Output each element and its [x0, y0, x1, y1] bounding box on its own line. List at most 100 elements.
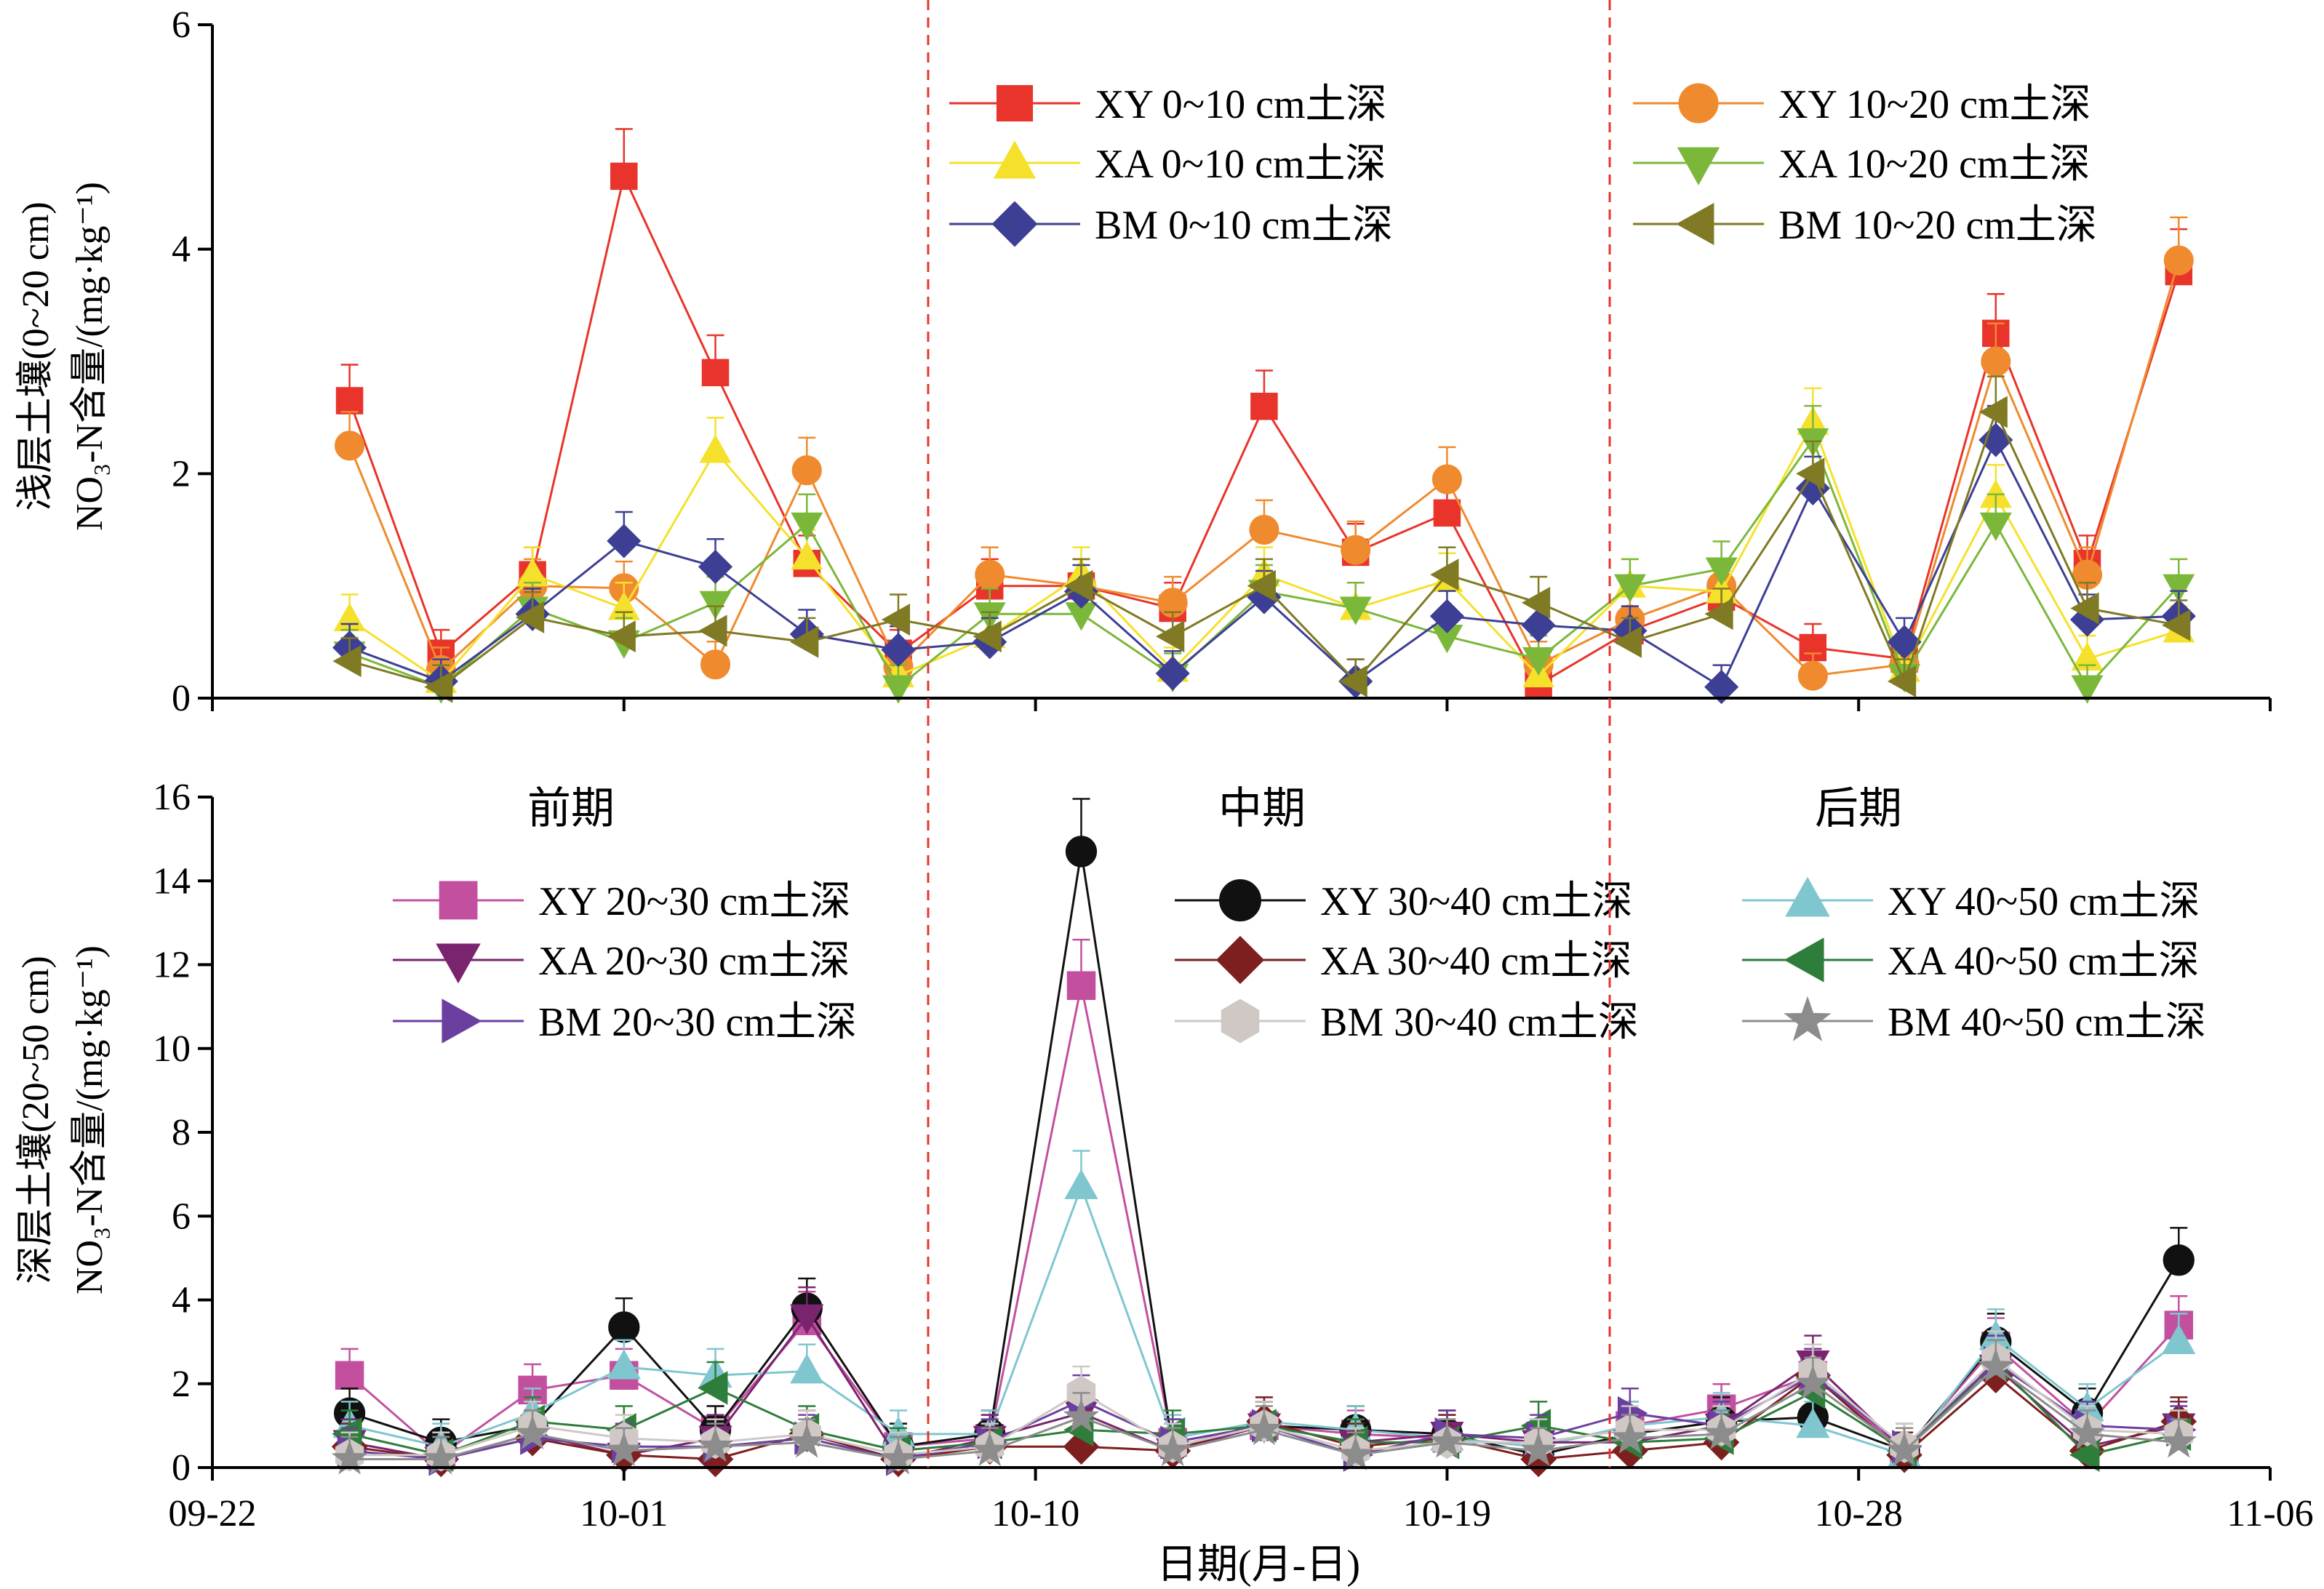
bot-data-point: [1246, 1411, 1282, 1446]
top-data-point: [1978, 396, 2008, 428]
top-panel: XY 0~10 cm土深 XY 10~20 cm土深 XA 0~10 cm土深 XA …: [15, 4, 2272, 719]
bot-y-tick-label: 6: [172, 1196, 191, 1237]
bot-legend-label: BM 20~30 cm土深: [538, 1000, 857, 1045]
bot-legend-label: XY 30~40 cm土深: [1320, 879, 1633, 924]
bot-data-point: [971, 1431, 1008, 1467]
bot-y-tick-label: 4: [172, 1280, 191, 1321]
x-tick-label: 10-10: [991, 1493, 1079, 1534]
top-y-axis-label-line2: NO₃-N含量/(mg·kg⁻¹): [69, 182, 111, 531]
period-label-early: 前期: [527, 785, 615, 833]
top-legend-label: XY 0~10 cm土深: [1095, 82, 1387, 127]
bot-y-tick-label: 2: [172, 1364, 191, 1405]
bot-data-point: [607, 1349, 641, 1380]
top-data-point: [1704, 598, 1733, 631]
bot-legend-marker: [436, 943, 481, 984]
top-data-point: [882, 675, 914, 704]
top-data-point: [1156, 620, 1185, 653]
top-data-point: [1522, 647, 1555, 676]
bot-data-point: [1886, 1431, 1922, 1467]
top-data-point: [607, 524, 642, 559]
x-axis-label: 日期(月-日): [1157, 1542, 1360, 1588]
top-data-point: [1521, 608, 1556, 643]
bot-data-point: [2163, 1244, 2195, 1276]
bot-legend-marker: [1221, 998, 1260, 1044]
bot-data-point: [1063, 1398, 1100, 1433]
top-legend-marker: [1677, 147, 1720, 185]
top-data-point: [1341, 535, 1371, 565]
top-y-tick-label: 2: [172, 453, 191, 495]
top-data-point: [424, 671, 453, 703]
top-data-point: [1521, 586, 1551, 619]
top-legend-marker: [1678, 83, 1719, 124]
top-data-point: [515, 601, 545, 633]
top-legend-marker: [993, 140, 1037, 179]
top-data-point: [2163, 245, 2194, 276]
bot-y-tick-label: 12: [153, 945, 191, 986]
bot-data-point: [2069, 1438, 2100, 1472]
bot-legend-marker: [1215, 935, 1265, 985]
top-legend-label: XY 10~20 cm土深: [1778, 82, 2091, 127]
top-data-point: [1887, 665, 1917, 697]
x-tick-label: 10-01: [580, 1493, 668, 1534]
bot-data-point: [1064, 1169, 1098, 1199]
bot-data-point: [2162, 1324, 2196, 1355]
top-data-point: [791, 512, 823, 541]
bot-data-point: [697, 1428, 734, 1462]
top-data-point: [1339, 596, 1372, 625]
bot-data-point: [1703, 1414, 1740, 1449]
bot-legend-marker: [1784, 996, 1832, 1041]
x-tick-label: 10-19: [1403, 1493, 1491, 1534]
top-legend-label: XA 10~20 cm土深: [1778, 142, 2091, 187]
bot-data-point: [2069, 1414, 2106, 1449]
bot-data-point: [608, 1311, 640, 1343]
top-data-point: [1705, 557, 1738, 586]
bot-legend-label: XY 20~30 cm土深: [538, 879, 851, 924]
bot-data-point: [1066, 971, 1096, 1001]
top-data-point: [1247, 569, 1276, 602]
top-data-point: [1978, 423, 2013, 457]
period-label-middle: 中期: [1218, 785, 1306, 833]
bot-data-point: [606, 1431, 642, 1467]
top-y-tick-label: 6: [172, 4, 191, 46]
bot-data-point: [1796, 1408, 1830, 1438]
top-data-point: [699, 434, 732, 463]
top-data-point: [698, 549, 733, 584]
top-data-point: [791, 455, 822, 486]
bot-y-tick-label: 14: [153, 860, 191, 902]
top-data-point: [1338, 665, 1367, 697]
bot-legend-label: XY 40~50 cm土深: [1888, 879, 2200, 924]
bot-data-point: [335, 1361, 364, 1390]
bot-data-point: [1520, 1431, 1557, 1467]
bot-data-point: [514, 1414, 551, 1449]
top-legend-marker: [991, 201, 1038, 247]
bot-legend-label: BM 30~40 cm土深: [1320, 1000, 1639, 1045]
top-data-point: [1887, 625, 1922, 660]
top-data-point: [700, 649, 731, 680]
top-data-point: [2163, 574, 2195, 603]
top-data-point: [881, 633, 916, 668]
bot-data-point: [1612, 1419, 1648, 1454]
top-data-point: [701, 359, 730, 387]
top-data-point: [610, 162, 638, 191]
top-data-point: [2070, 592, 2099, 625]
top-data-point: [1796, 457, 1825, 490]
bot-legend-marker: [442, 998, 482, 1044]
bot-legend-label: BM 40~50 cm土深: [1888, 1000, 2206, 1045]
top-data-point: [973, 620, 1002, 653]
top-y-axis-label-line1: 浅层土壤(0~20 cm): [15, 201, 57, 511]
top-legend-label: BM 10~20 cm土深: [1778, 203, 2097, 248]
top-data-point: [1249, 514, 1279, 545]
top-data-point: [1430, 559, 1459, 591]
top-legend-label: BM 0~10 cm土深: [1095, 203, 1393, 248]
bot-data-point: [790, 1353, 824, 1384]
bot-data-point: [2160, 1423, 2197, 1458]
top-data-point: [881, 604, 911, 636]
bot-legend-marker: [1219, 879, 1261, 921]
bot-data-point: [1337, 1436, 1374, 1470]
bot-data-point: [1794, 1364, 1832, 1399]
top-data-point: [607, 620, 636, 653]
bot-legend-label: XA 40~50 cm土深: [1888, 939, 2200, 984]
bot-y-tick-label: 10: [153, 1028, 191, 1070]
bot-data-point: [1154, 1431, 1191, 1467]
